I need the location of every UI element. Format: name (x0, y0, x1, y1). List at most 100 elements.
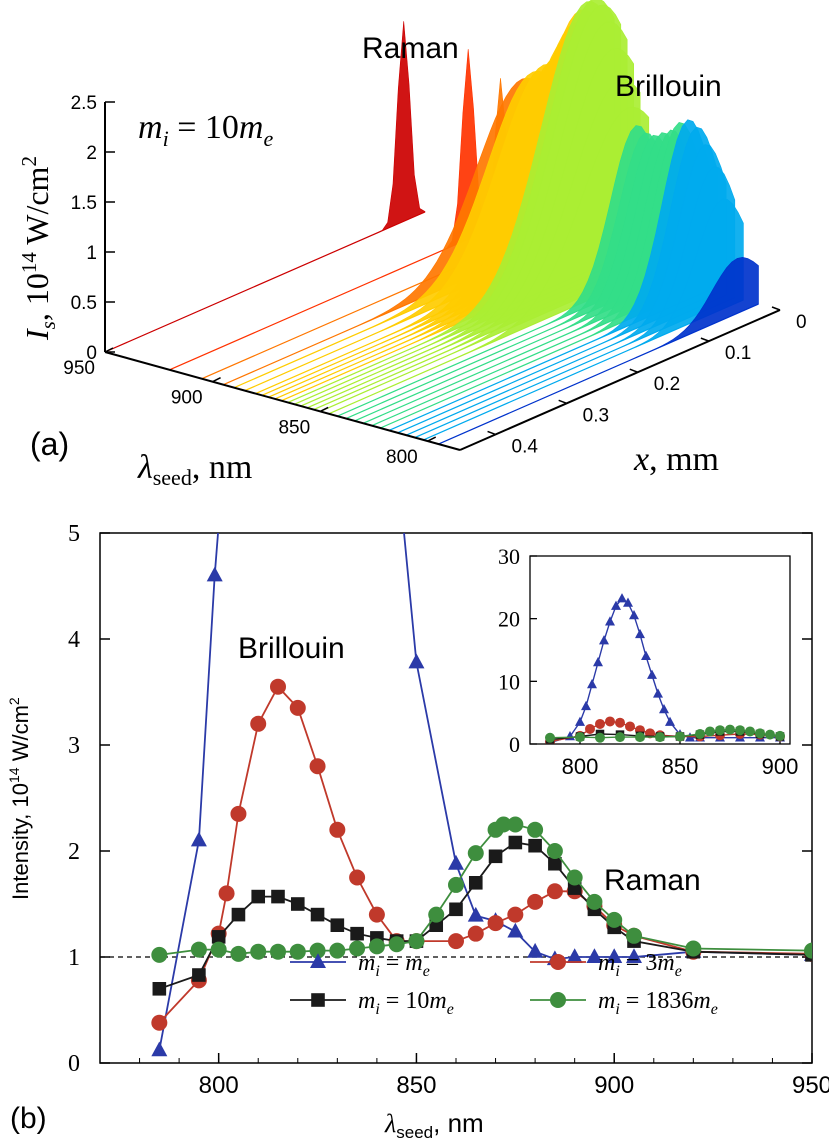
marker-circle (635, 732, 645, 743)
marker-circle (230, 805, 247, 822)
marker-circle (725, 724, 735, 735)
lambda-tick-label: 850 (278, 417, 310, 438)
panel-b-series (151, 533, 812, 1057)
intensity-tick-label: 1 (86, 243, 97, 264)
marker-triangle (467, 906, 484, 922)
y-tick-label: 2 (68, 839, 80, 865)
marker-circle (546, 843, 563, 859)
inset-series-line (549, 728, 781, 739)
marker-square (152, 982, 167, 996)
lambda-tick (427, 436, 437, 442)
inset-ticks: 800 850 900 0 10 20 30 (498, 544, 798, 779)
marker-square (330, 918, 345, 932)
marker-square (251, 889, 266, 904)
marker-circle (230, 945, 247, 962)
marker-circle (655, 732, 665, 743)
marker-circle (210, 941, 227, 958)
marker-circle (546, 883, 563, 900)
x-tick-label: 850 (396, 1072, 436, 1099)
marker-circle (487, 915, 504, 932)
x-tick-label: 0.4 (512, 436, 539, 457)
marker-square (211, 930, 226, 944)
raman-label-3d: Raman (362, 32, 459, 65)
marker-circle (527, 821, 544, 838)
surface-peak (422, 198, 744, 441)
marker-triangle (593, 657, 603, 667)
marker-square (310, 907, 325, 922)
x-tick-label: 0.2 (654, 374, 680, 395)
raman-annotation: Raman (604, 864, 701, 897)
marker-circle (349, 940, 366, 957)
marker-triangle (629, 610, 639, 620)
marker-triangle (448, 854, 464, 870)
marker-triangle (617, 593, 627, 603)
panel-a-axes (104, 102, 781, 451)
marker-triangle (151, 1041, 168, 1057)
lambda-tick (212, 377, 221, 383)
mass-ratio-label: mi = 10me (138, 109, 273, 151)
marker-circle (585, 723, 595, 734)
marker-circle (289, 699, 306, 716)
x-tick (487, 430, 496, 436)
marker-triangle (635, 628, 645, 639)
marker-triangle (206, 566, 223, 582)
surface-peak (438, 256, 759, 445)
lambda-tick (104, 347, 114, 353)
marker-circle (428, 906, 445, 923)
series- (151, 533, 812, 1057)
lambda-tick-label: 900 (171, 388, 203, 409)
x-tick (700, 337, 710, 342)
marker-circle (755, 728, 765, 739)
marker-circle (309, 758, 326, 775)
marker-triangle (626, 948, 642, 963)
x-tick (629, 368, 639, 373)
lambda-tick (319, 406, 329, 413)
y-tick-label: 1 (68, 945, 80, 971)
surface-peaks (104, 0, 759, 445)
x-tick (558, 399, 567, 405)
marker-circle (586, 893, 603, 910)
marker-square (508, 835, 523, 850)
marker-circle (329, 942, 346, 959)
inset-x-tick-label: 850 (662, 754, 699, 779)
marker-square (488, 849, 503, 864)
surface-peak (104, 21, 426, 353)
marker-circle (270, 943, 286, 960)
legend-entry: mi = me (290, 950, 430, 980)
lambda-tick-label: 800 (386, 447, 418, 468)
legend-entry: mi = 10me (290, 988, 454, 1018)
marker-circle (625, 721, 635, 732)
marker-square (271, 889, 285, 904)
marker-circle (575, 732, 585, 743)
panel-a-letter: (a) (30, 426, 69, 462)
panel-b-xlabel: λseed, nm (384, 1108, 484, 1142)
panel-b: 800 850 900 950 0 1 2 3 4 5 Brillouin Raman 800 85… (6, 521, 829, 1142)
marker-circle (270, 678, 286, 695)
panel-b-plot-area (151, 533, 812, 1057)
marker-triangle (527, 942, 544, 958)
marker-circle (388, 936, 405, 953)
marker-circle (309, 942, 326, 959)
marker-circle (595, 732, 605, 743)
marker-circle (218, 885, 235, 902)
marker-circle (685, 940, 702, 957)
inset-x-tick-label: 900 (762, 754, 799, 779)
marker-triangle (587, 678, 597, 689)
marker-circle (368, 938, 385, 955)
x-tick-label: 950 (792, 1072, 829, 1099)
series-1836 (151, 816, 812, 963)
marker-circle (151, 946, 168, 963)
marker-circle (626, 927, 642, 944)
marker-circle (495, 816, 512, 833)
inset-series (545, 593, 785, 744)
marker-triangle (605, 616, 615, 626)
marker-circle (675, 731, 685, 742)
marker-circle (467, 845, 484, 862)
marker-triangle (665, 716, 675, 726)
x-tick-label: 0.1 (725, 343, 751, 364)
surface-peak (379, 122, 701, 429)
x-tick-label: 900 (594, 1072, 634, 1099)
marker-triangle (507, 922, 524, 938)
surface-peak (362, 132, 684, 424)
